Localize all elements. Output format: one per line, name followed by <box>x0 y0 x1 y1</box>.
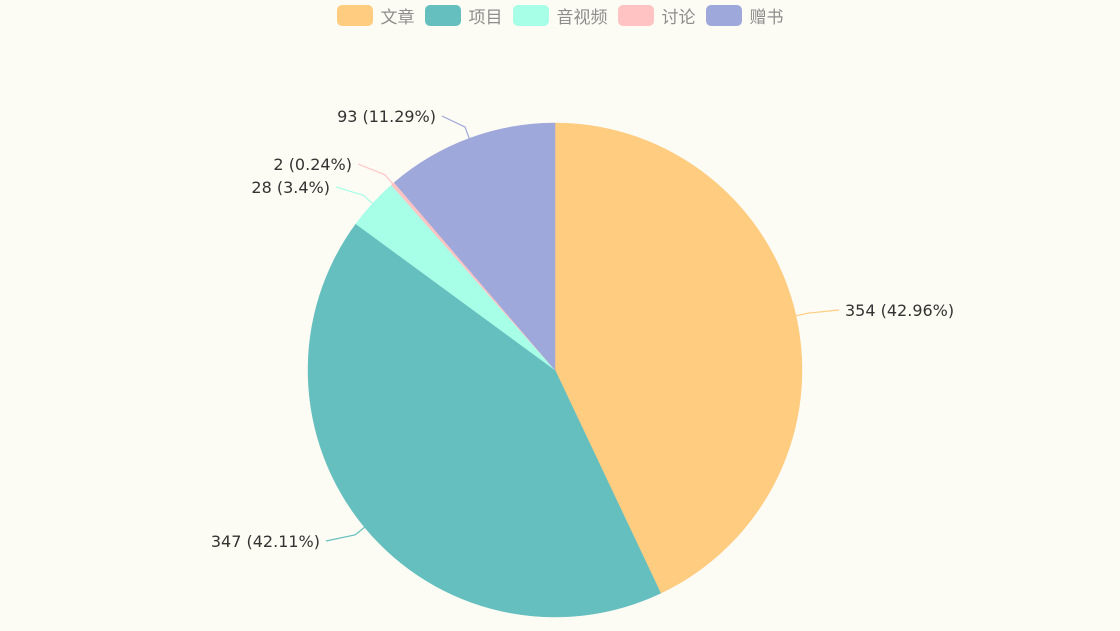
legend-item[interactable]: 项目 <box>424 3 503 28</box>
slice-data-label: 93 (11.29%) <box>337 107 436 126</box>
legend-item[interactable]: 讨论 <box>617 3 696 28</box>
slice-data-label: 347 (42.11%) <box>211 532 320 551</box>
legend-swatch <box>617 4 654 26</box>
legend-label: 文章 <box>380 7 415 28</box>
legend-swatch <box>512 4 549 26</box>
label-leader-line <box>795 309 840 317</box>
slice-data-label: 354 (42.96%) <box>845 301 954 320</box>
chart-legend: 文章 项目 音视频 讨论 赠书 <box>0 3 1120 28</box>
label-leader-line <box>335 186 373 204</box>
legend-item[interactable]: 音视频 <box>512 3 608 28</box>
legend-swatch <box>424 4 461 26</box>
legend-label: 音视频 <box>556 7 608 28</box>
legend-label: 讨论 <box>661 7 696 28</box>
label-leader-line <box>441 115 470 139</box>
label-leader-line <box>325 526 365 542</box>
legend-item[interactable]: 赠书 <box>705 3 784 28</box>
slice-data-label: 2 (0.24%) <box>273 155 352 174</box>
legend-swatch <box>336 4 373 26</box>
legend-label: 项目 <box>468 7 503 28</box>
label-leader-line <box>357 163 394 185</box>
pie-slice[interactable] <box>554 122 803 594</box>
legend-item[interactable]: 文章 <box>336 3 415 28</box>
slice-data-label: 28 (3.4%) <box>251 178 330 197</box>
legend-swatch <box>705 4 742 26</box>
legend-label: 赠书 <box>749 7 784 28</box>
